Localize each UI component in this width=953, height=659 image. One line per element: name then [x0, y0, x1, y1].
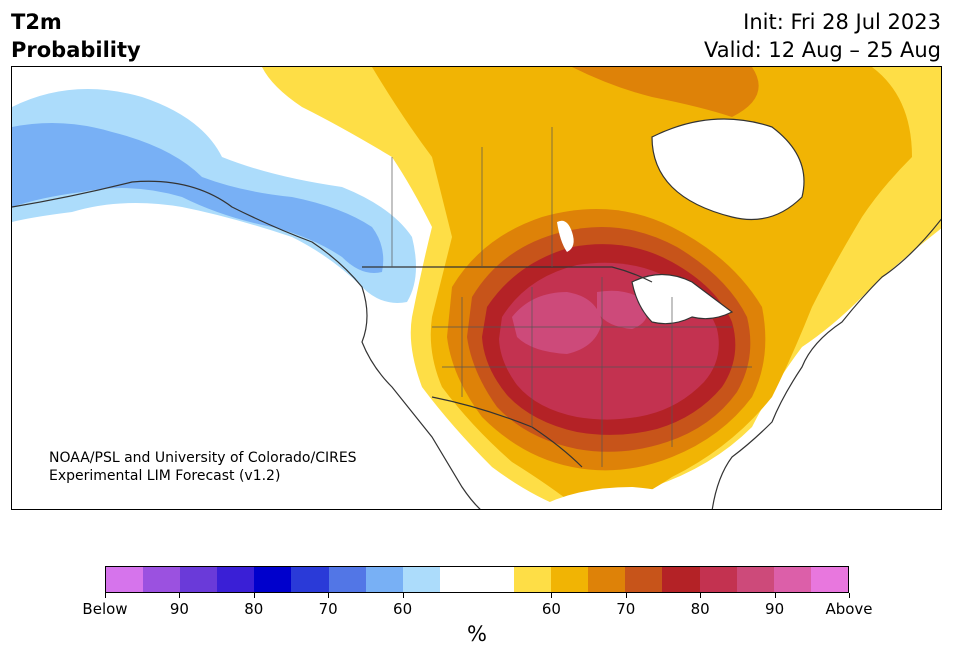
probability-map: [12, 67, 941, 509]
colorbar-tick-label: 70: [318, 600, 338, 618]
map-panel: [11, 66, 942, 510]
colorbar-segment: [180, 567, 218, 592]
colorbar-tick-label: 90: [765, 600, 785, 618]
colorbar-segment: [291, 567, 329, 592]
gulf-of-mexico: [535, 487, 710, 509]
west-coastline: [12, 180, 481, 509]
colorbar-segment: [106, 567, 144, 592]
credit-line-2: Experimental LIM Forecast (v1.2): [49, 468, 281, 484]
colorbar-tick-mark: [625, 593, 627, 598]
product-label: Probability: [11, 38, 141, 62]
colorbar-tick-label: 70: [616, 600, 636, 618]
hudson-bay: [652, 119, 804, 220]
colorbar-unit-label: %: [467, 622, 487, 646]
colorbar-tick-label: 80: [244, 600, 264, 618]
credit-line-1: NOAA/PSL and University of Colorado/CIRE…: [49, 450, 357, 466]
colorbar-tick-mark: [328, 593, 330, 598]
colorbar-segment: [365, 567, 403, 592]
colorbar-segment: [476, 567, 515, 592]
colorbar-segment: [514, 567, 552, 592]
colorbar-segment: [143, 567, 181, 592]
great-lakes: [632, 274, 732, 324]
colorbar-segment: [402, 567, 440, 592]
colorbar-segment: [810, 567, 848, 592]
init-date-label: Init: Fri 28 Jul 2023: [743, 10, 941, 34]
colorbar-segment: [736, 567, 774, 592]
colorbar-segment: [328, 567, 366, 592]
colorbar-tick-mark: [253, 593, 255, 598]
colorbar-tick-label: 60: [541, 600, 561, 618]
colorbar-tick-mark: [179, 593, 181, 598]
colorbar-tick-label: 60: [393, 600, 413, 618]
variable-label: T2m: [11, 10, 62, 34]
great-lakes-shore: [631, 273, 734, 325]
colorbar-tick-label: Above: [825, 600, 873, 618]
colorbar: [105, 566, 849, 593]
colorbar-segment: [588, 567, 626, 592]
colorbar-tick-mark: [402, 593, 404, 598]
credit-text: NOAA/PSL and University of Colorado/CIRE…: [49, 449, 357, 485]
hudson-bay-shore: [651, 118, 805, 221]
above-normal-85-area-2: [597, 290, 648, 329]
colorbar-segment: [699, 567, 737, 592]
colorbar-tick-label: 80: [690, 600, 710, 618]
colorbar-tick-mark: [849, 593, 850, 598]
us-canada-border: [362, 266, 653, 283]
colorbar-segment: [773, 567, 811, 592]
valid-period-label: Valid: 12 Aug – 25 Aug: [703, 38, 941, 62]
colorbar-tick-mark: [774, 593, 776, 598]
above-normal-65-area: [572, 67, 759, 117]
colorbar-tick-mark: [105, 593, 106, 598]
plot-title-right: Init: Fri 28 Jul 2023 Valid: 12 Aug – 25…: [704, 8, 941, 64]
colorbar-tick-label: Below: [82, 600, 128, 618]
colorbar-segment: [625, 567, 663, 592]
above-normal-85-area: [512, 292, 602, 354]
colorbar-segment: [662, 567, 700, 592]
below-normal-65-area: [12, 123, 384, 273]
colorbar-tick-mark: [700, 593, 702, 598]
colorbar-segment: [217, 567, 255, 592]
east-coastline: [711, 218, 941, 509]
colorbar-tick-label: 90: [169, 600, 189, 618]
plot-title-left: T2m Probability: [11, 8, 141, 64]
colorbar-segment: [254, 567, 292, 592]
lake-winnipeg: [557, 220, 574, 252]
colorbar-segment: [551, 567, 589, 592]
colorbar-segment: [439, 567, 477, 592]
colorbar-tick-mark: [551, 593, 553, 598]
